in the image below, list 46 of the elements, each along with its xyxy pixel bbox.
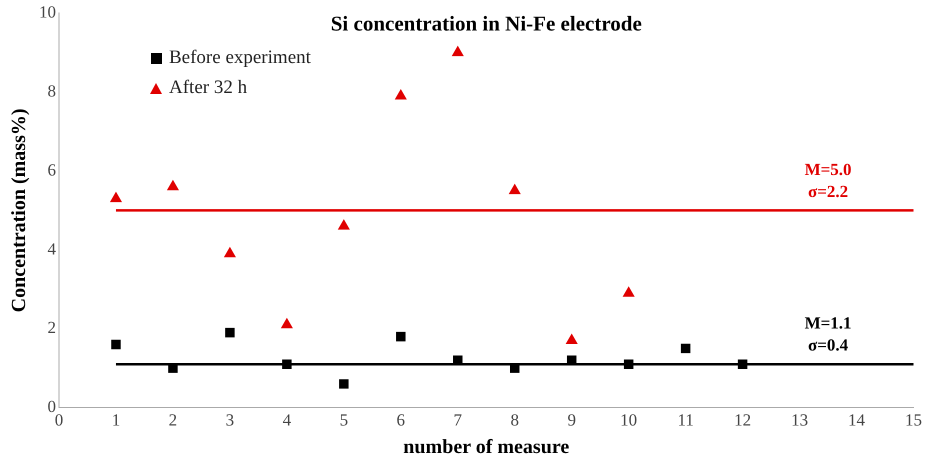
x-tick-label: 12	[734, 410, 752, 430]
x-tick-label: 15	[905, 410, 922, 430]
x-tick-label: 14	[848, 410, 866, 430]
point	[338, 220, 350, 230]
chart-title: Si concentration in Ni-Fe electrode	[330, 12, 642, 36]
x-tick-label: 8	[510, 410, 519, 430]
point	[622, 286, 634, 297]
x-tick-label: 13	[791, 410, 808, 430]
point	[167, 180, 179, 190]
annotation: M=1.1 σ=0.4	[804, 314, 852, 355]
y-tick-label: 2	[48, 318, 56, 338]
x-tick-label: 7	[454, 410, 463, 430]
x-tick-label: 11	[677, 410, 694, 430]
point	[452, 46, 464, 56]
point	[680, 344, 690, 354]
y-tick-label: 4	[48, 239, 56, 258]
y-tick-label: 6	[48, 160, 56, 180]
x-axis-title: number of measure	[403, 436, 570, 458]
point	[111, 340, 121, 350]
x-tick-label: 4	[282, 410, 292, 430]
legend-label: After 32 h	[169, 77, 248, 100]
point	[225, 328, 235, 338]
x-tick-label: 2	[168, 410, 178, 430]
point	[110, 192, 122, 202]
y-tick-label: 8	[48, 82, 56, 101]
x-tick-label: 5	[340, 410, 348, 430]
point	[395, 90, 406, 100]
x-tick-label: 9	[567, 410, 576, 430]
point	[282, 359, 292, 369]
point	[396, 332, 406, 342]
point	[566, 334, 578, 344]
point	[738, 359, 748, 369]
y-axis-title: Concentration (mass%)	[8, 108, 30, 312]
annotation: M=5.0 σ=2.2	[804, 160, 852, 201]
point	[624, 359, 634, 369]
x-tick-label: 6	[396, 410, 406, 430]
y-tick-label: 0	[48, 397, 56, 416]
point	[339, 379, 349, 389]
point	[224, 247, 236, 258]
point	[281, 318, 293, 328]
x-tick-label: 10	[620, 410, 638, 430]
x-tick-label: 3	[226, 410, 234, 430]
point	[509, 184, 520, 194]
x-tick-label: 1	[112, 410, 120, 430]
legend-label: Before experiment	[169, 47, 311, 70]
y-tick-label: 10	[39, 2, 56, 22]
